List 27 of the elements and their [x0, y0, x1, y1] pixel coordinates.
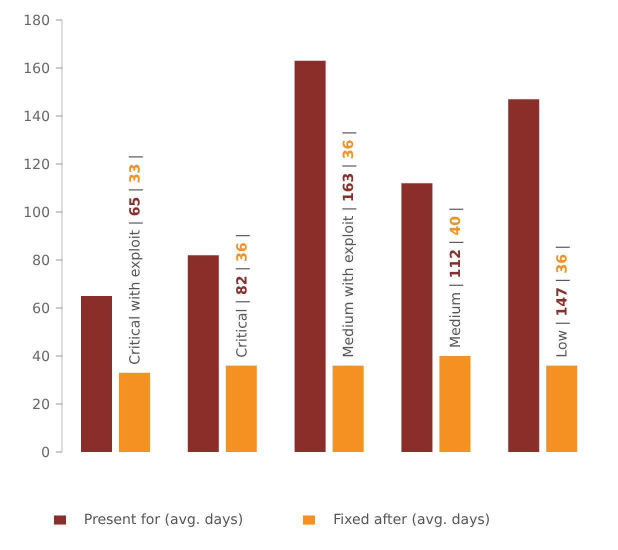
bar: [332, 366, 364, 452]
y-tick-label: 20: [32, 396, 50, 413]
bar: [439, 356, 470, 452]
x-tick-label: Low | 147 | 36 |: [554, 244, 571, 358]
y-tick-label: 40: [32, 348, 50, 365]
y-tick-label: 100: [23, 204, 50, 221]
bar: [546, 366, 578, 452]
bar: [508, 99, 540, 452]
y-tick-label: 140: [23, 108, 50, 125]
x-tick-label: Critical | 82 | 36 |: [234, 233, 250, 358]
y-tick-label: 120: [23, 156, 50, 173]
y-tick-label: 80: [32, 252, 50, 269]
y-tick-label: 180: [23, 12, 50, 29]
legend-label: Present for (avg. days): [84, 512, 244, 528]
bar: [119, 372, 150, 452]
x-tick-label: Medium | 112 | 40 |: [448, 206, 464, 348]
bar: [226, 366, 257, 452]
x-tick-label: Critical with exploit | 65 | 33 |: [128, 154, 144, 365]
bar: [188, 255, 219, 452]
bar: [294, 60, 326, 452]
bar: [401, 183, 432, 452]
y-tick-label: 60: [32, 300, 50, 317]
bar: [81, 296, 112, 452]
y-tick-label: 160: [23, 60, 50, 77]
x-tick-label: Medium with exploit | 163 | 36 |: [341, 130, 358, 358]
y-tick-label: 0: [41, 444, 50, 461]
legend-label: Fixed after (avg. days): [333, 512, 490, 528]
